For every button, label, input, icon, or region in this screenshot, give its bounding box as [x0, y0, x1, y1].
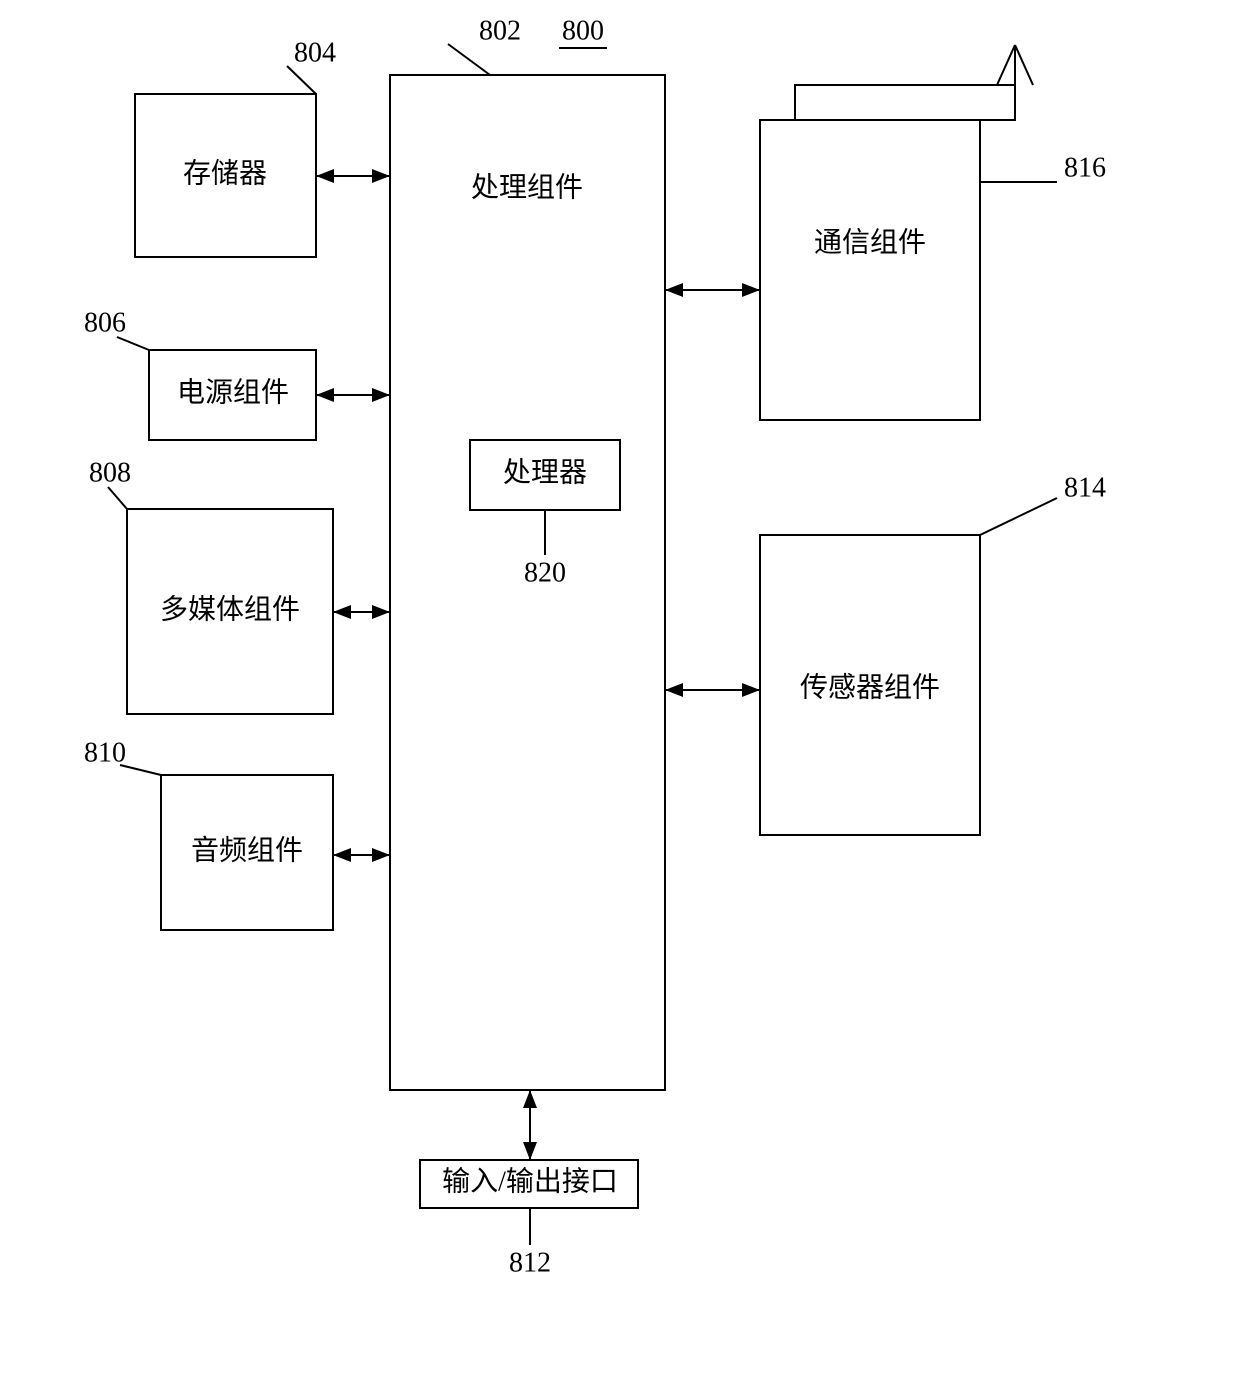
audio-label: 音频组件: [191, 834, 303, 866]
power-leader-line: [117, 337, 149, 350]
comm-leader-line: [980, 120, 1057, 182]
multimedia-ref-number: 808: [89, 457, 131, 488]
device-ref-number: 800: [562, 15, 604, 46]
sensor-label: 传感器组件: [800, 671, 940, 703]
processor-ref-number: 820: [524, 557, 566, 588]
comm-ref-number: 816: [1064, 152, 1106, 183]
sensor-ref-number: 814: [1064, 472, 1106, 503]
power-label: 电源组件: [177, 376, 289, 408]
multimedia-label: 多媒体组件: [160, 593, 300, 625]
io-label: 输入/输出接口: [442, 1165, 618, 1197]
multimedia-leader-line: [108, 487, 127, 509]
power-ref-number: 806: [84, 307, 126, 338]
comm_tab-box: [795, 85, 1015, 120]
memory-label: 存储器: [183, 157, 267, 189]
memory-leader-line: [287, 66, 316, 94]
antenna-right: [1015, 45, 1033, 85]
processor-label: 处理器: [503, 456, 587, 488]
processing-ref-number: 802: [479, 15, 521, 46]
sensor-leader-line: [980, 498, 1057, 535]
memory-ref-number: 804: [294, 37, 336, 68]
io-ref-number: 812: [509, 1247, 551, 1278]
processing-label: 处理组件: [471, 171, 583, 203]
comm-box: [760, 120, 980, 420]
antenna-left: [997, 45, 1015, 85]
comm-label: 通信组件: [814, 226, 926, 258]
audio-ref-number: 810: [84, 737, 126, 768]
processing-leader-line: [448, 44, 490, 75]
audio-leader-line: [120, 765, 161, 775]
